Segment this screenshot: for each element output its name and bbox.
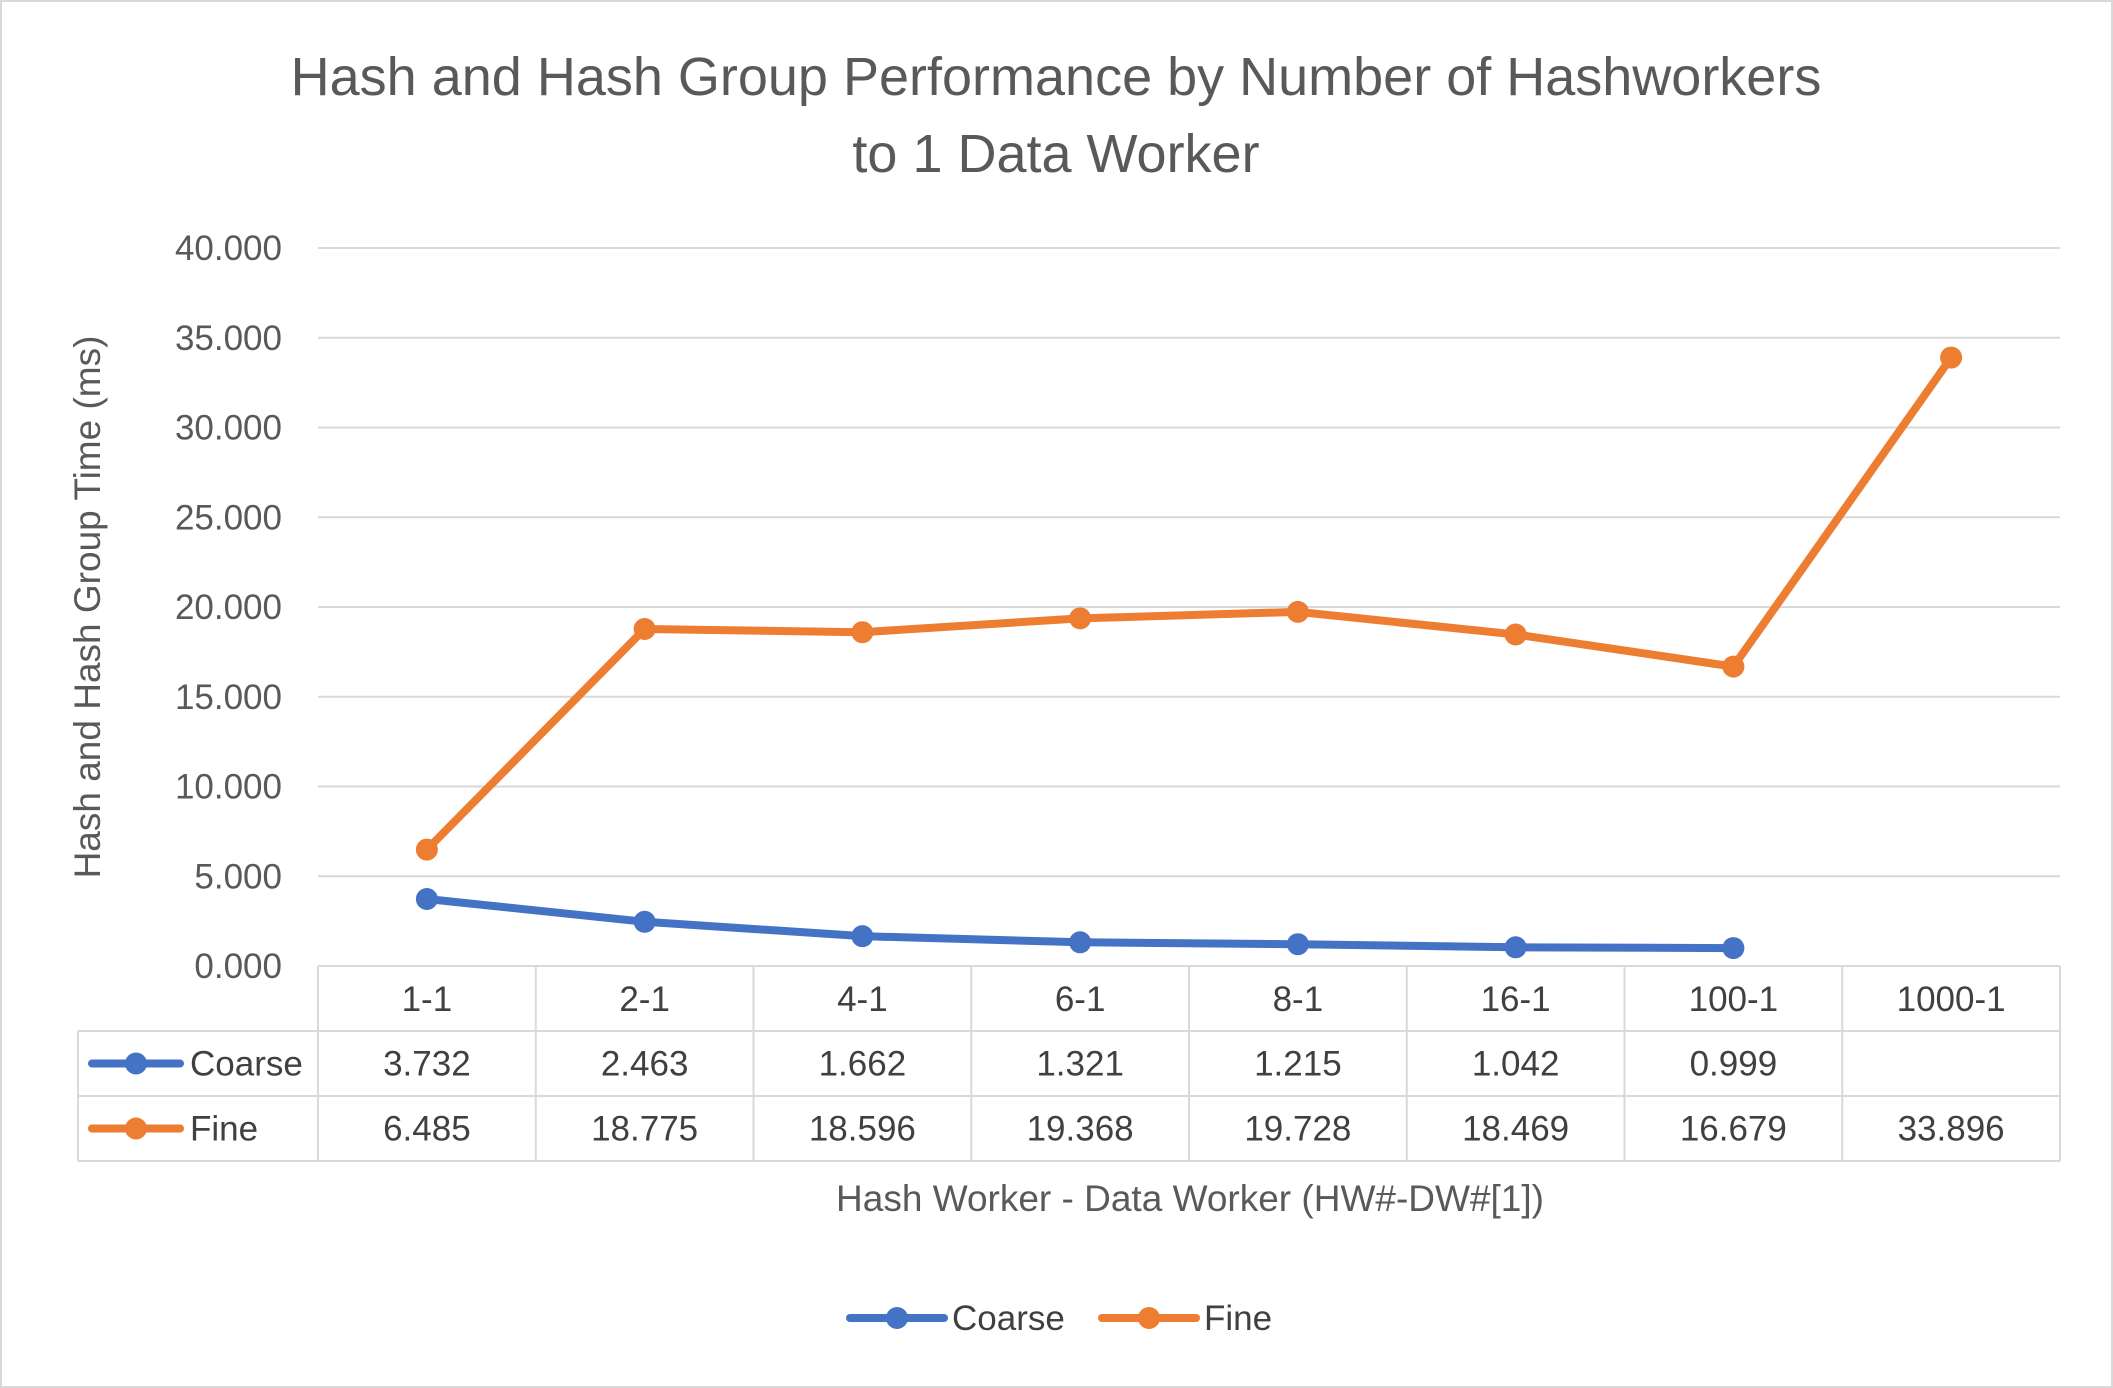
y-tick-label: 30.000 <box>175 409 282 448</box>
table-series-name: Fine <box>190 1110 258 1149</box>
table-value-cell: 16.679 <box>1680 1110 1787 1149</box>
legend-label: Fine <box>1204 1299 1272 1338</box>
table-value-cell: 33.896 <box>1898 1110 2005 1149</box>
table-value-cell: 18.469 <box>1462 1110 1569 1149</box>
x-category-label: 4-1 <box>837 980 888 1019</box>
table-legend-marker <box>125 1117 147 1140</box>
y-tick-label: 10.000 <box>175 768 282 807</box>
chart-title-line-2: to 1 Data Worker <box>852 124 1259 184</box>
legend-marker <box>886 1307 908 1329</box>
table-legend-marker <box>125 1052 147 1075</box>
data-point-fine <box>1940 346 1963 369</box>
series-lines <box>415 346 1963 960</box>
data-point-fine <box>415 838 438 861</box>
data-point-fine <box>1286 600 1309 623</box>
y-tick-label: 0.000 <box>194 947 282 986</box>
y-axis-ticks: 0.000 5.000 10.000 15.000 20.000 25.000 30.000… <box>175 229 282 986</box>
table-value-cell: 18.775 <box>591 1110 698 1149</box>
legend-label: Coarse <box>952 1299 1065 1338</box>
data-point-coarse <box>1504 936 1527 959</box>
data-point-fine <box>851 621 874 644</box>
data-point-coarse <box>633 910 656 933</box>
data-point-fine <box>1722 655 1745 678</box>
y-tick-label: 25.000 <box>175 498 282 537</box>
data-point-coarse <box>851 925 874 948</box>
legend-marker <box>1138 1307 1160 1329</box>
gridlines <box>318 247 2060 878</box>
data-point-fine <box>1069 607 1092 630</box>
y-axis-title: Hash and Hash Group Time (ms) <box>67 336 108 879</box>
x-category-label: 16-1 <box>1481 980 1551 1019</box>
x-category-label: 1-1 <box>402 980 453 1019</box>
series-line-fine <box>422 353 1956 854</box>
x-category-label: 1000-1 <box>1897 980 2006 1019</box>
data-point-coarse <box>1286 933 1309 956</box>
table-value-cell: 1.215 <box>1254 1045 1342 1084</box>
table-value-cell: 19.368 <box>1027 1110 1134 1149</box>
legend: Coarse Fine <box>846 1299 1272 1338</box>
table-value-cell: 19.728 <box>1244 1110 1351 1149</box>
data-point-coarse <box>1722 937 1745 960</box>
y-tick-label: 15.000 <box>175 678 282 717</box>
table-value-cell: 1.321 <box>1036 1045 1124 1084</box>
table-series-name: Coarse <box>190 1045 303 1084</box>
data-point-fine <box>1504 623 1527 646</box>
data-table: 1-1 2-1 4-1 6-1 8-1 16-1 100-1 1000-1 Coarse 3.73… <box>77 965 2061 1162</box>
data-point-coarse <box>415 888 438 911</box>
y-tick-label: 35.000 <box>175 319 282 358</box>
table-value-cell: 6.485 <box>383 1110 471 1149</box>
y-tick-label: 5.000 <box>194 857 282 896</box>
data-point-fine <box>633 617 656 640</box>
y-tick-label: 40.000 <box>175 229 282 268</box>
table-value-cell: 1.042 <box>1472 1045 1560 1084</box>
y-tick-label: 20.000 <box>175 588 282 627</box>
table-value-cell: 2.463 <box>601 1045 689 1084</box>
table-value-cell: 3.732 <box>383 1045 471 1084</box>
x-category-label: 2-1 <box>619 980 670 1019</box>
table-value-cell: 1.662 <box>819 1045 907 1084</box>
x-category-label: 100-1 <box>1689 980 1779 1019</box>
x-axis-title: Hash Worker - Data Worker (HW#-DW#[1]) <box>836 1178 1544 1219</box>
x-category-label: 6-1 <box>1055 980 1106 1019</box>
table-value-cell: 18.596 <box>809 1110 916 1149</box>
x-category-label: 8-1 <box>1273 980 1324 1019</box>
data-point-coarse <box>1069 931 1092 954</box>
chart-title-line-1: Hash and Hash Group Performance by Numbe… <box>291 47 1822 107</box>
table-value-cell: 0.999 <box>1690 1045 1778 1084</box>
